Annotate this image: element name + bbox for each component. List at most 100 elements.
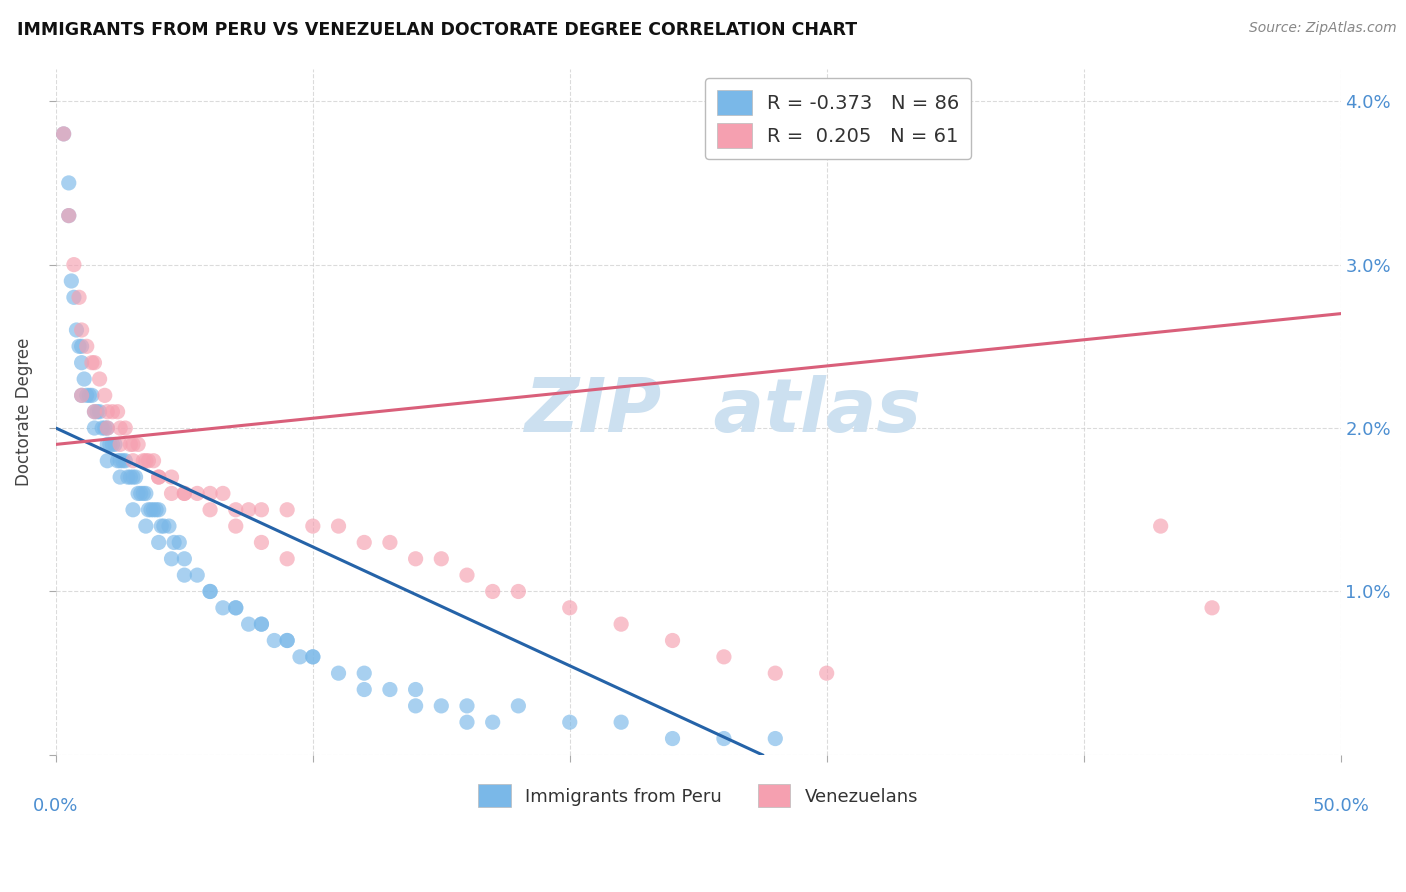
Point: [508, 698, 530, 713]
Point: [610, 617, 633, 632]
Point: [138, 502, 160, 516]
Point: [405, 551, 427, 566]
Point: [67, 290, 90, 304]
Text: IMMIGRANTS FROM PERU VS VENEZUELAN DOCTORATE DEGREE CORRELATION CHART: IMMIGRANTS FROM PERU VS VENEZUELAN DOCTO…: [17, 21, 858, 39]
Point: [610, 715, 633, 730]
Point: [276, 502, 298, 516]
Point: [73, 372, 96, 386]
Point: [93, 388, 115, 402]
Point: [150, 519, 173, 533]
Point: [173, 486, 195, 500]
Point: [70, 356, 93, 370]
Point: [132, 486, 155, 500]
Point: [353, 535, 375, 549]
Point: [405, 682, 427, 697]
Point: [111, 454, 134, 468]
Point: [117, 470, 139, 484]
Point: [58, 209, 80, 223]
Point: [148, 470, 170, 484]
Point: [127, 486, 149, 500]
Point: [83, 405, 105, 419]
Point: [148, 502, 170, 516]
Point: [173, 568, 195, 582]
Point: [135, 486, 157, 500]
Point: [138, 454, 160, 468]
Point: [108, 437, 131, 451]
Point: [353, 666, 375, 681]
Point: [198, 486, 221, 500]
Point: [76, 388, 98, 402]
Point: [70, 388, 93, 402]
Point: [108, 470, 131, 484]
Point: [405, 698, 427, 713]
Point: [1201, 600, 1223, 615]
Point: [96, 405, 118, 419]
Point: [198, 502, 221, 516]
Point: [173, 486, 195, 500]
Point: [238, 502, 260, 516]
Y-axis label: Doctorate Degree: Doctorate Degree: [15, 337, 32, 486]
Point: [63, 258, 86, 272]
Point: [186, 568, 208, 582]
Point: [186, 486, 208, 500]
Point: [122, 454, 145, 468]
Point: [52, 127, 75, 141]
Point: [52, 127, 75, 141]
Point: [713, 731, 735, 746]
Point: [163, 535, 186, 549]
Point: [302, 519, 325, 533]
Point: [225, 519, 247, 533]
Point: [160, 486, 183, 500]
Point: [225, 600, 247, 615]
Point: [65, 323, 87, 337]
Point: [328, 519, 350, 533]
Point: [83, 405, 105, 419]
Point: [238, 617, 260, 632]
Point: [101, 405, 124, 419]
Point: [104, 437, 127, 451]
Point: [148, 470, 170, 484]
Point: [212, 486, 235, 500]
Point: [114, 454, 136, 468]
Point: [145, 502, 167, 516]
Point: [142, 502, 165, 516]
Point: [763, 731, 786, 746]
Point: [815, 666, 838, 681]
Point: [558, 715, 581, 730]
Point: [1150, 519, 1173, 533]
Point: [70, 323, 93, 337]
Point: [276, 551, 298, 566]
Point: [456, 568, 478, 582]
Text: ZIP  atlas: ZIP atlas: [526, 376, 922, 448]
Point: [250, 617, 273, 632]
Point: [263, 633, 285, 648]
Point: [120, 437, 142, 451]
Point: [378, 682, 401, 697]
Point: [225, 502, 247, 516]
Point: [63, 290, 86, 304]
Point: [250, 535, 273, 549]
Point: [58, 209, 80, 223]
Point: [288, 649, 311, 664]
Point: [129, 486, 152, 500]
Point: [430, 698, 453, 713]
Point: [96, 421, 118, 435]
Point: [96, 454, 118, 468]
Point: [120, 470, 142, 484]
Point: [108, 421, 131, 435]
Point: [276, 633, 298, 648]
Point: [481, 584, 503, 599]
Point: [80, 356, 103, 370]
Point: [107, 405, 129, 419]
Point: [456, 715, 478, 730]
Point: [122, 437, 145, 451]
Point: [173, 551, 195, 566]
Point: [142, 454, 165, 468]
Point: [508, 584, 530, 599]
Point: [70, 388, 93, 402]
Point: [135, 519, 157, 533]
Point: [160, 470, 183, 484]
Text: 0.0%: 0.0%: [34, 797, 79, 814]
Point: [58, 176, 80, 190]
Legend: Immigrants from Peru, Venezuelans: Immigrants from Peru, Venezuelans: [471, 777, 925, 814]
